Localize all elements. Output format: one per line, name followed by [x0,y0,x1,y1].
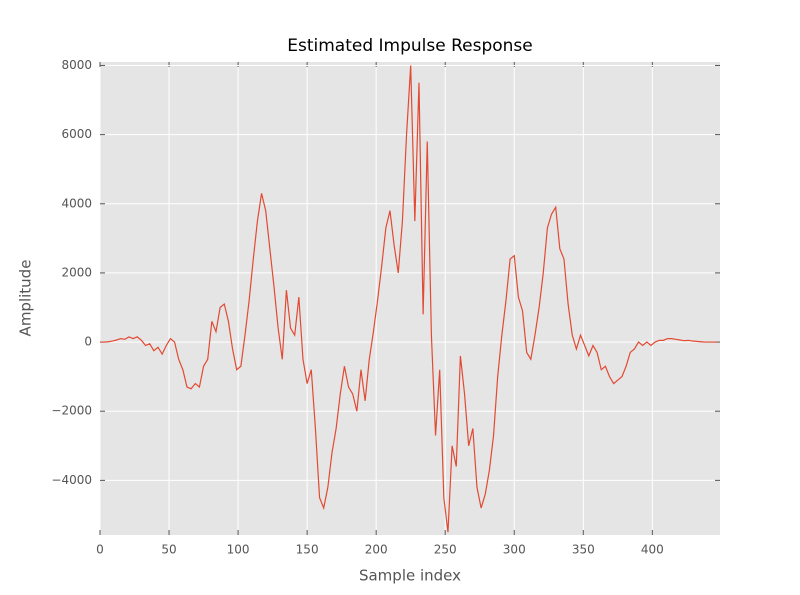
x-tick-label: 0 [96,543,104,557]
x-axis-label: Sample index [359,567,461,585]
x-tick-label: 250 [434,543,457,557]
x-tick-label: 400 [641,543,664,557]
data-line [100,65,718,533]
x-tick-label: 150 [296,543,319,557]
y-tick-label: −2000 [51,404,92,418]
chart-title: Estimated Impulse Response [287,36,533,56]
x-tick-label: 50 [161,543,176,557]
y-tick-label: 4000 [61,196,92,210]
y-axis-label: Amplitude [17,260,35,337]
y-tick-label: 0 [84,335,92,349]
y-tick-label: −4000 [51,473,92,487]
y-tick-label: 8000 [61,58,92,72]
x-tick-label: 350 [572,543,595,557]
y-tick-label: 6000 [61,127,92,141]
y-tick-label: 2000 [61,265,92,279]
x-tick-label: 200 [365,543,388,557]
x-tick-label: 100 [227,543,250,557]
plot-area [100,62,720,535]
x-tick-label: 300 [503,543,526,557]
